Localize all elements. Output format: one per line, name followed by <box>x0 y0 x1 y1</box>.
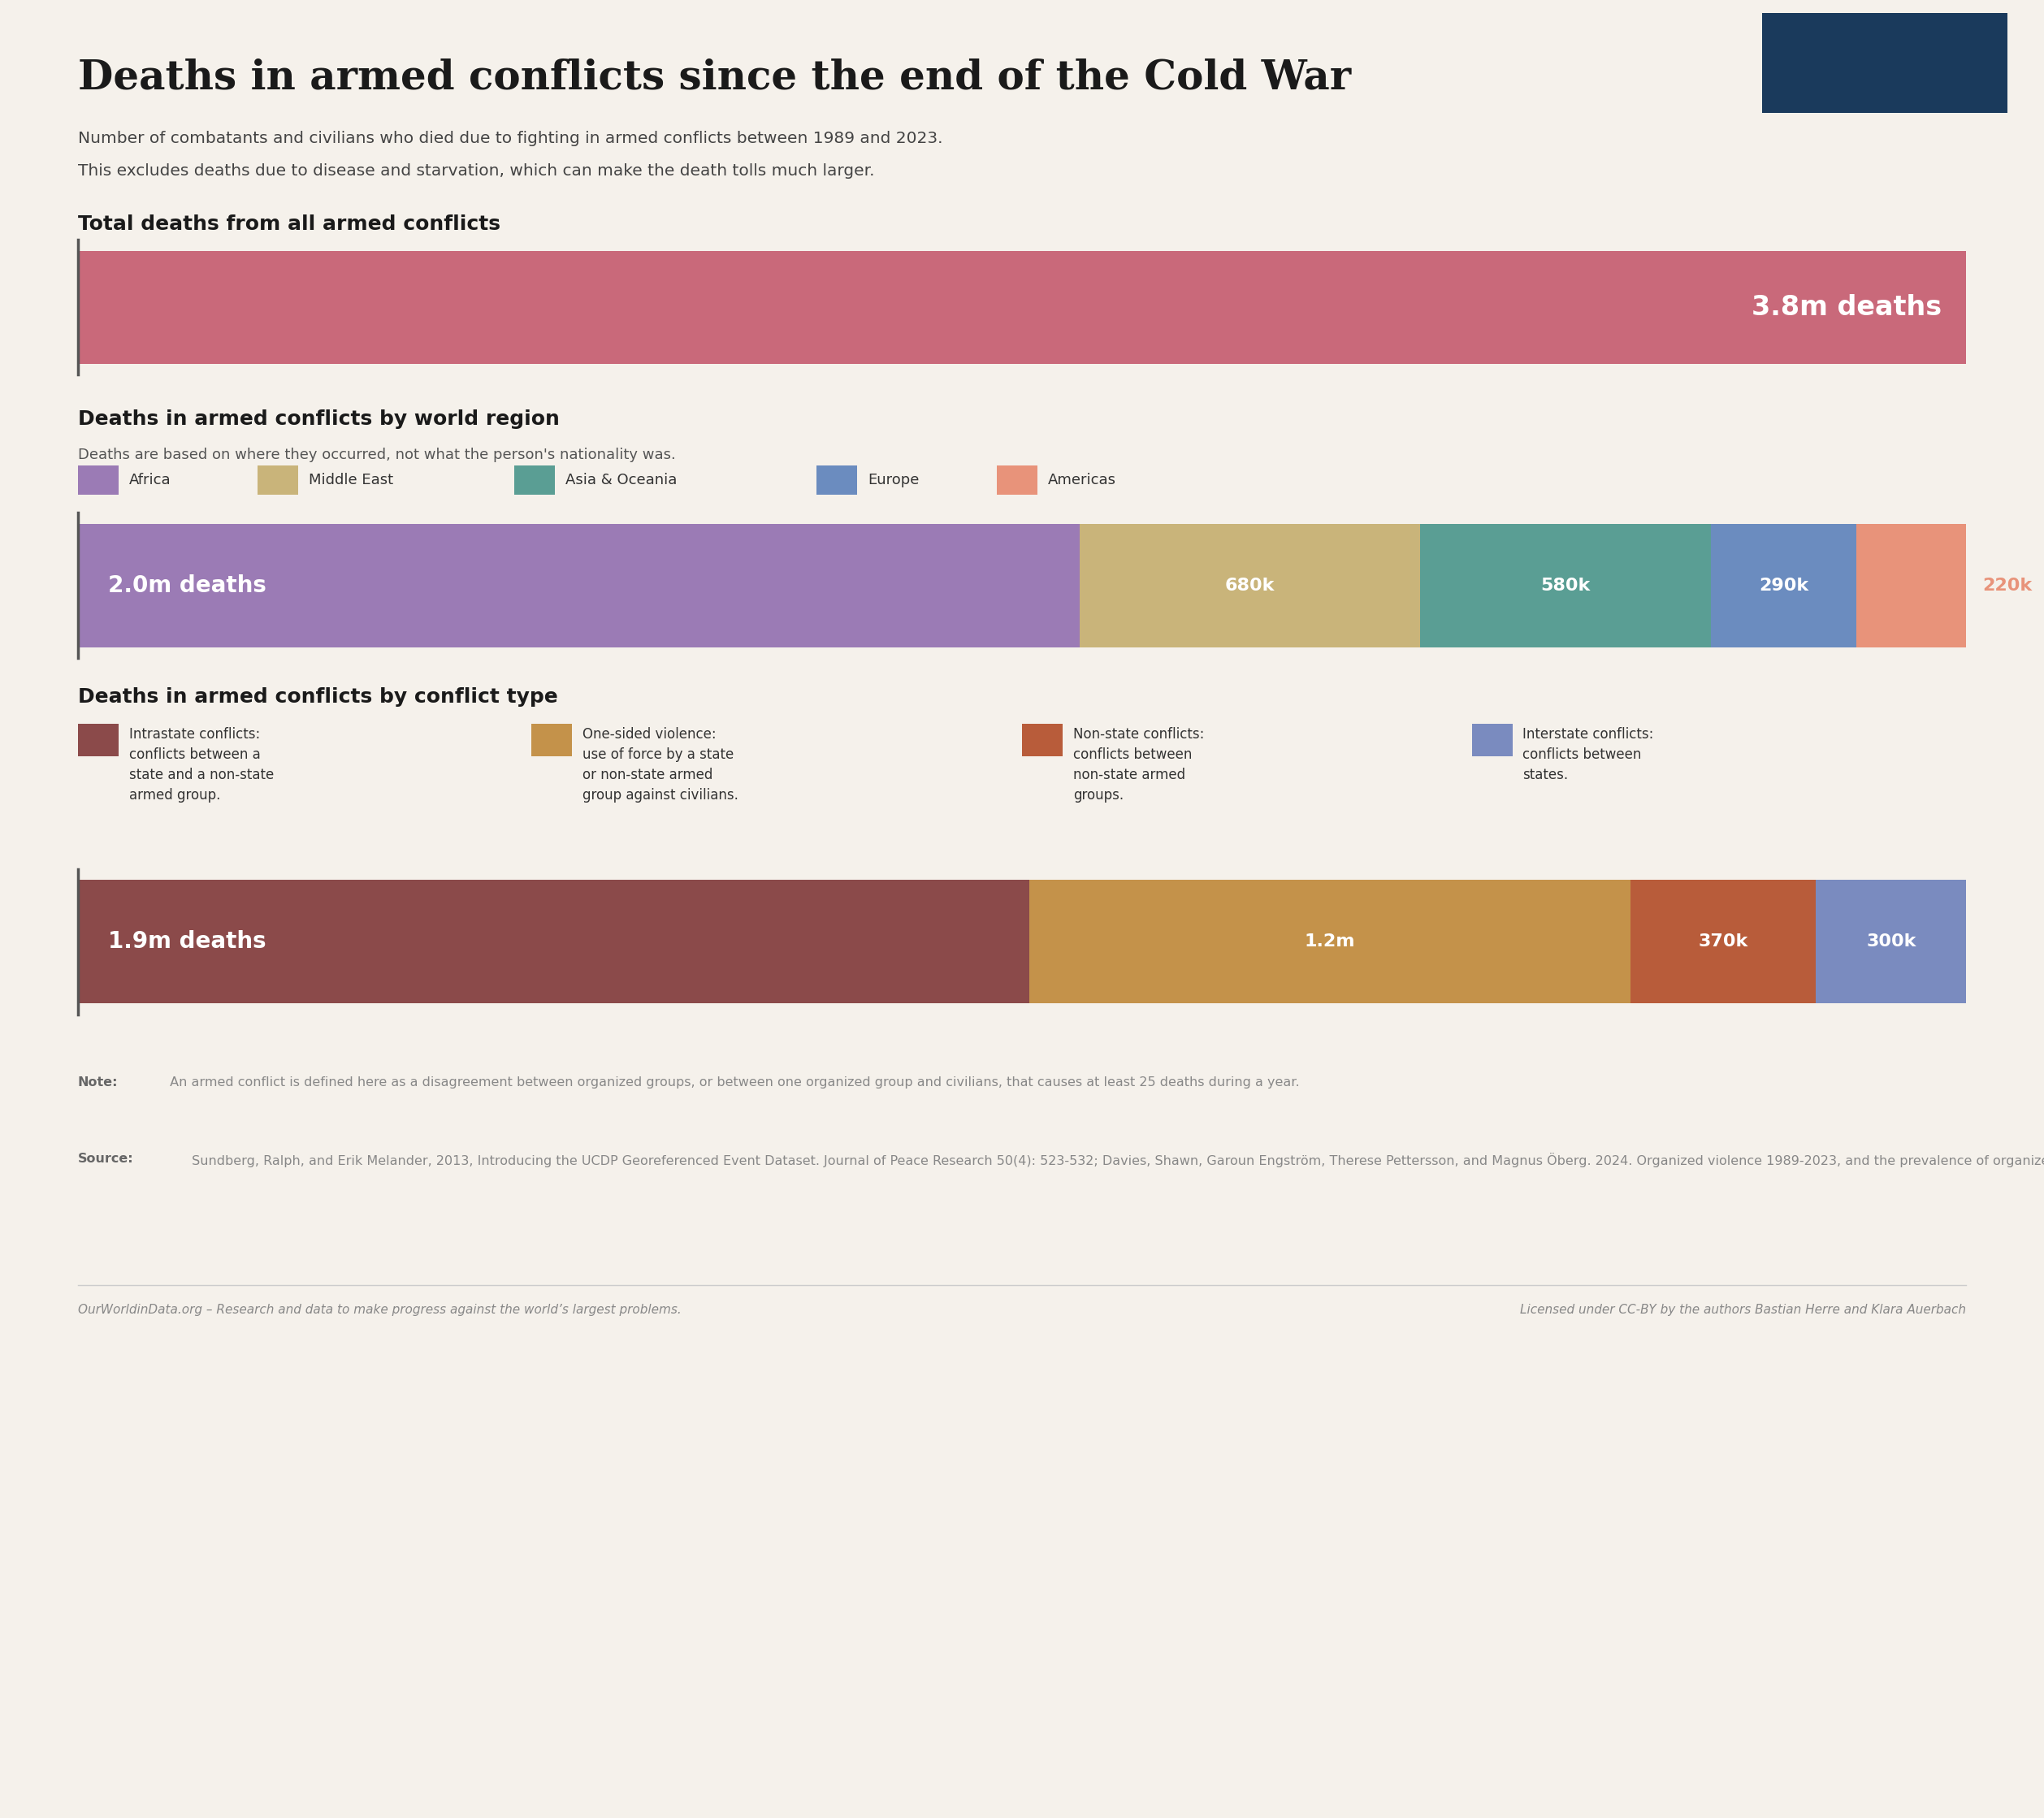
Text: Deaths in armed conflicts by conflict type: Deaths in armed conflicts by conflict ty… <box>78 687 558 707</box>
Text: 3.8m deaths: 3.8m deaths <box>1752 295 1942 320</box>
FancyBboxPatch shape <box>258 465 298 494</box>
Text: 220k: 220k <box>1983 578 2032 593</box>
Text: 680k: 680k <box>1224 578 1275 593</box>
Text: Europe: Europe <box>867 473 920 487</box>
Text: 580k: 580k <box>1541 578 1590 593</box>
Text: 1.9m deaths: 1.9m deaths <box>108 931 266 953</box>
Text: 300k: 300k <box>1866 934 1915 949</box>
FancyBboxPatch shape <box>78 880 1030 1004</box>
FancyBboxPatch shape <box>1762 13 2007 113</box>
FancyBboxPatch shape <box>531 724 572 756</box>
Text: OurWorldinData.org – Research and data to make progress against the world’s larg: OurWorldinData.org – Research and data t… <box>78 1304 681 1316</box>
Text: An armed conflict is defined here as a disagreement between organized groups, or: An armed conflict is defined here as a d… <box>166 1076 1300 1089</box>
Text: 290k: 290k <box>1758 578 1809 593</box>
Text: Deaths in armed conflicts by world region: Deaths in armed conflicts by world regio… <box>78 409 560 429</box>
FancyBboxPatch shape <box>1711 524 1856 647</box>
FancyBboxPatch shape <box>78 251 1966 364</box>
Text: Intrastate conflicts:
conflicts between a
state and a non-state
armed group.: Intrastate conflicts: conflicts between … <box>129 727 274 804</box>
FancyBboxPatch shape <box>78 524 1079 647</box>
Text: Deaths in armed conflicts since the end of the Cold War: Deaths in armed conflicts since the end … <box>78 58 1351 98</box>
FancyBboxPatch shape <box>1472 724 1513 756</box>
Text: Our World
in Data: Our World in Data <box>1844 45 1925 80</box>
FancyBboxPatch shape <box>1030 880 1631 1004</box>
Text: Note:: Note: <box>78 1076 119 1089</box>
Text: Sundberg, Ralph, and Erik Melander, 2013, Introducing the UCDP Georeferenced Eve: Sundberg, Ralph, and Erik Melander, 2013… <box>188 1153 2044 1167</box>
Text: Interstate conflicts:
conflicts between
states.: Interstate conflicts: conflicts between … <box>1523 727 1654 782</box>
FancyBboxPatch shape <box>78 465 119 494</box>
Text: 2.0m deaths: 2.0m deaths <box>108 574 266 596</box>
Text: 370k: 370k <box>1699 934 1748 949</box>
FancyBboxPatch shape <box>1022 724 1063 756</box>
FancyBboxPatch shape <box>1815 880 1966 1004</box>
Text: Total deaths from all armed conflicts: Total deaths from all armed conflicts <box>78 215 501 235</box>
Text: Licensed under CC-BY by the authors Bastian Herre and Klara Auerbach: Licensed under CC-BY by the authors Bast… <box>1521 1304 1966 1316</box>
Text: Americas: Americas <box>1047 473 1116 487</box>
FancyBboxPatch shape <box>1856 524 1966 647</box>
FancyBboxPatch shape <box>1631 880 1815 1004</box>
Text: Asia & Oceania: Asia & Oceania <box>564 473 677 487</box>
Text: Middle East: Middle East <box>309 473 392 487</box>
Text: This excludes deaths due to disease and starvation, which can make the death tol: This excludes deaths due to disease and … <box>78 164 875 178</box>
Text: Non-state conflicts:
conflicts between
non-state armed
groups.: Non-state conflicts: conflicts between n… <box>1073 727 1204 804</box>
Text: Deaths are based on where they occurred, not what the person's nationality was.: Deaths are based on where they occurred,… <box>78 447 675 462</box>
Text: 1.2m: 1.2m <box>1304 934 1355 949</box>
FancyBboxPatch shape <box>818 465 858 494</box>
FancyBboxPatch shape <box>513 465 556 494</box>
FancyBboxPatch shape <box>78 724 119 756</box>
FancyBboxPatch shape <box>1421 524 1711 647</box>
FancyBboxPatch shape <box>1079 524 1421 647</box>
Text: Africa: Africa <box>129 473 172 487</box>
Text: One-sided violence:
use of force by a state
or non-state armed
group against civ: One-sided violence: use of force by a st… <box>583 727 738 804</box>
FancyBboxPatch shape <box>997 465 1036 494</box>
Text: Number of combatants and civilians who died due to fighting in armed conflicts b: Number of combatants and civilians who d… <box>78 131 942 145</box>
Text: Source:: Source: <box>78 1153 133 1165</box>
